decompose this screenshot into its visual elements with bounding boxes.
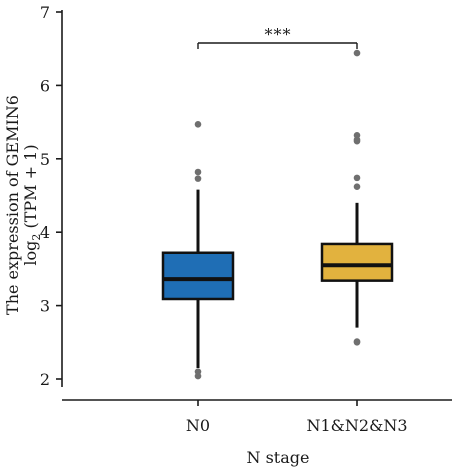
outlier-point <box>353 174 361 182</box>
x-tick-label: N0 <box>186 416 210 435</box>
y-axis-title: The expression of GEMIN6 log2 (TPM + 1) <box>3 95 43 315</box>
boxes <box>161 49 394 380</box>
box-group <box>320 49 394 346</box>
outlier-point <box>353 338 361 345</box>
iqr-box <box>320 242 394 282</box>
outlier-point <box>353 183 361 190</box>
x-tick-label: N1&N2&N3 <box>306 416 407 435</box>
y-tick-label: 4 <box>40 223 50 242</box>
outlier-point <box>194 168 202 176</box>
x-ticks: N0 N1&N2&N3 <box>186 400 408 435</box>
outlier-point <box>353 49 361 57</box>
outlier-point <box>194 372 202 380</box>
y-axis-title-line2: log2 (TPM + 1) <box>21 144 43 265</box>
outlier-point <box>194 175 202 182</box>
y-tick-label: 3 <box>40 297 50 316</box>
box-group <box>161 121 235 380</box>
y-ticks: 2 3 4 5 6 7 <box>40 3 62 389</box>
x-axis-title: N stage <box>247 448 310 467</box>
y-tick-label: 5 <box>40 150 50 169</box>
y-axis: 2 3 4 5 6 7 <box>40 3 63 389</box>
iqr-box <box>161 251 235 301</box>
y-tick-label: 7 <box>40 3 50 22</box>
significance-bracket: *** <box>197 25 358 49</box>
x-axis: N0 N1&N2&N3 <box>62 399 452 435</box>
y-axis-title-line1: The expression of GEMIN6 <box>3 95 22 315</box>
y-tick-label: 2 <box>40 370 50 389</box>
y-tick-label: 6 <box>40 76 50 95</box>
outlier-point <box>353 132 361 139</box>
significance-label: *** <box>265 25 292 44</box>
outlier-point <box>194 121 202 128</box>
